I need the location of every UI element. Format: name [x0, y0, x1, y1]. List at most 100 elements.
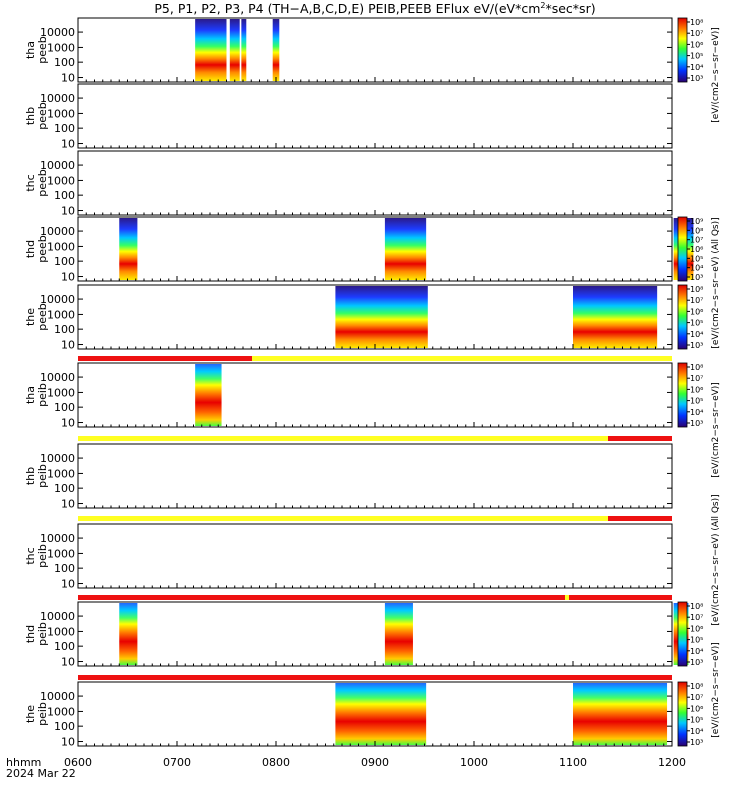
- colorbar-tick-label: 10⁵: [690, 636, 703, 645]
- colorbar-unit-label: [eV/(cm2−s−sr−eV) (All Qs)]: [711, 217, 721, 348]
- panel-product-label: peeb: [36, 102, 49, 130]
- colorbar: 10⁸ 10⁷ 10⁶ 10⁵ 10⁴ 10³: [677, 17, 703, 83]
- colorbar-tick-label: 10⁶: [690, 704, 703, 713]
- panel-product-label: peib: [36, 464, 49, 488]
- y-tick-label: 1000: [47, 107, 75, 120]
- panel-probe-label: tha: [24, 41, 37, 59]
- panel-frame: [77, 17, 673, 83]
- colorbar-tick-label: 10³: [690, 341, 703, 350]
- spectrogram-block: [119, 603, 138, 665]
- y-tick-label: 10000: [40, 92, 75, 105]
- colorbar-scale: [677, 216, 688, 282]
- status-bar-segment: [78, 436, 608, 441]
- colorbar-tick-label: 10⁴: [690, 330, 703, 339]
- colorbar-tick-label: 10³: [690, 738, 703, 747]
- colorbar-tick-label: 10⁸: [690, 363, 703, 372]
- x-tick-label: 0700: [163, 756, 191, 769]
- y-tick-label: 10000: [40, 452, 75, 465]
- status-bar-segment: [608, 516, 672, 521]
- y-tick-label: 10000: [40, 371, 75, 384]
- colorbar-tick-label: 10³: [690, 74, 703, 83]
- colorbar-unit-label: [eV/(cm2−s−sr−eV)]: [711, 642, 721, 738]
- status-bar-group: [78, 356, 672, 680]
- y-tick-label: 10000: [40, 225, 75, 238]
- colorbar-tick-label: 10⁷: [690, 296, 703, 305]
- status-bar-segment: [78, 356, 252, 361]
- spectrogram-block: [573, 286, 658, 348]
- colorbar-tick-label: 10⁵: [690, 397, 703, 406]
- date-label: 2024 Mar 22: [6, 767, 76, 780]
- y-tick-label: 1000: [47, 386, 75, 399]
- y-tick-label: 1000: [47, 467, 75, 480]
- y-tick-label: 10000: [40, 293, 75, 306]
- y-tick-label: 10000: [40, 610, 75, 623]
- y-tick-label: 10: [61, 339, 75, 352]
- colorbar-tick-label: 10⁵: [690, 716, 703, 725]
- y-tick-label: 100: [54, 255, 75, 268]
- spectrogram-block: [272, 19, 280, 81]
- panel-product-label: peeb: [36, 235, 49, 263]
- colorbar-unit-label: [eV/(cm2−s−sr−eV)]: [711, 27, 721, 123]
- status-bar-segment: [565, 595, 569, 600]
- status-bar-segment: [252, 356, 672, 361]
- colorbar-tick-label: 10⁶: [690, 624, 703, 633]
- spectrogram-block: [241, 19, 247, 81]
- y-tick-label: 1000: [47, 174, 75, 187]
- panel-product-label: peib: [36, 544, 49, 568]
- colorbar-tick-label: 10⁶: [690, 245, 703, 254]
- spectrogram-block: [335, 286, 428, 348]
- colorbar-scale: [677, 601, 688, 667]
- panel-frame: [77, 83, 673, 149]
- colorbar-tick-label: 10⁴: [690, 264, 703, 273]
- y-tick-label: 100: [54, 189, 75, 202]
- y-tick-label: 1000: [47, 41, 75, 54]
- x-tick-label: 0600: [64, 756, 92, 769]
- spectrogram-block: [384, 218, 427, 280]
- status-bar-segment: [78, 516, 608, 521]
- title-main: P5, P1, P2, P3, P4 (TH−A,B,C,D,E) PEIB,P…: [154, 1, 540, 16]
- spectrogram-block: [573, 683, 668, 745]
- spectrogram-block: [384, 603, 413, 665]
- panel-frame: [77, 443, 673, 509]
- colorbar-tick-label: 10⁷: [690, 374, 703, 383]
- x-tick-label: 0800: [262, 756, 290, 769]
- panel-probe-label: thd: [24, 240, 37, 258]
- y-tick-label: 10: [61, 498, 75, 511]
- colorbar-tick-label: 10⁴: [690, 727, 703, 736]
- x-tick-label: 1200: [658, 756, 686, 769]
- x-tick-label: 0900: [361, 756, 389, 769]
- y-tick-label: 10: [61, 656, 75, 669]
- y-tick-label: 10: [61, 417, 75, 430]
- panel-product-label: peib: [36, 622, 49, 646]
- colorbar-tick-label: 10⁶: [690, 385, 703, 394]
- colorbar-tick-label: 10³: [690, 419, 703, 428]
- colorbar-tick-label: 10⁷: [690, 613, 703, 622]
- y-tick-label: 10000: [40, 690, 75, 703]
- colorbar: 10⁸ 10⁷ 10⁶ 10⁵ 10⁴ 10³: [677, 681, 703, 747]
- panel-product-label: peeb: [36, 303, 49, 331]
- colorbar: 10⁸ 10⁷ 10⁶ 10⁵ 10⁴ 10³: [677, 362, 703, 428]
- panel-probe-label: thb: [24, 107, 37, 125]
- y-tick-label: 100: [54, 640, 75, 653]
- spectrogram-block: [335, 683, 427, 745]
- y-tick-label: 10: [61, 205, 75, 218]
- colorbar-tick-label: 10⁵: [690, 52, 703, 61]
- y-tick-label: 10000: [40, 159, 75, 172]
- y-tick-label: 100: [54, 482, 75, 495]
- colorbar-tick-label: 10⁴: [690, 408, 703, 417]
- panel-probe-label: thc: [24, 547, 37, 564]
- y-tick-label: 100: [54, 323, 75, 336]
- panel-probe-label: thd: [24, 625, 37, 643]
- panel-product-label: peeb: [36, 36, 49, 64]
- colorbar-scale: [677, 284, 688, 350]
- colorbar-tick-label: 10⁸: [690, 682, 703, 691]
- colorbar-tick-label: 10⁵: [690, 254, 703, 263]
